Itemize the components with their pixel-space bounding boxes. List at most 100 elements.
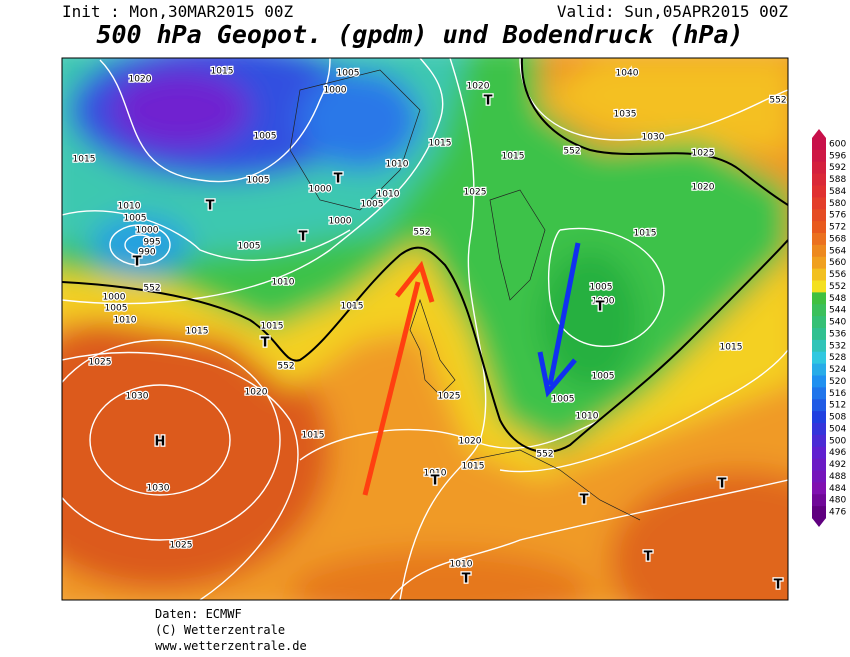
- legend-label: 592: [829, 163, 846, 173]
- legend-label: 548: [829, 294, 846, 304]
- legend-label: 560: [829, 258, 846, 268]
- isobar-label: 1030: [147, 484, 170, 494]
- legend-swatch: [812, 256, 826, 270]
- isobar-label: 1020: [459, 437, 482, 447]
- isobar-label: 1020: [692, 183, 715, 193]
- trend-arrows: [362, 242, 581, 496]
- isobar-label: 1005: [590, 283, 613, 293]
- isobar-label: 1005: [254, 132, 277, 142]
- legend-swatch: [812, 506, 826, 519]
- isobar-label: 1015: [720, 343, 743, 353]
- isobar-label: 1000: [136, 226, 159, 236]
- isobar-label: 1000: [324, 86, 347, 96]
- isobar-label: 552: [277, 362, 294, 372]
- isobar-label: 1005: [124, 214, 147, 224]
- isobar-label: 1030: [642, 133, 665, 143]
- legend-label: 504: [829, 424, 846, 434]
- isobar-label: 1010: [114, 316, 137, 326]
- isobar-label: 1005: [105, 304, 128, 314]
- legend-label: 600: [829, 139, 846, 149]
- isobar-label: 1020: [467, 82, 490, 92]
- isobar-label: 1000: [309, 185, 332, 195]
- isobar-label: 552: [769, 96, 786, 106]
- pressure-center-label: H: [155, 435, 166, 450]
- legend-swatch: [812, 197, 826, 210]
- isobar-label: 1010: [118, 202, 141, 212]
- footer-line: (C) Wetterzentrale: [155, 623, 285, 637]
- isobar-label: 1010: [424, 469, 447, 479]
- isobar-label: 995: [143, 238, 160, 248]
- isobar-label: 1015: [211, 67, 234, 77]
- isobar-label: 1015: [502, 152, 525, 162]
- pressure-center-label: T: [580, 493, 589, 508]
- isobar-label: 1015: [73, 155, 96, 165]
- legend-swatch: [812, 446, 826, 460]
- legend-label: 576: [829, 211, 846, 221]
- legend-swatch: [812, 482, 826, 495]
- isobars: [62, 58, 788, 600]
- legend-swatch: [812, 233, 826, 246]
- isobar-label: 1000: [103, 293, 126, 303]
- legend-swatch: [812, 292, 826, 305]
- isobar-label: 1005: [247, 176, 270, 186]
- legend-swatch: [812, 363, 826, 376]
- legend-label: 476: [829, 508, 846, 518]
- isobar-label: 1010: [272, 278, 295, 288]
- legend-label: 524: [829, 365, 846, 375]
- pressure-center-label: T: [718, 477, 727, 492]
- isobar-label: 1010: [450, 560, 473, 570]
- isobar-label: 1005: [592, 372, 615, 382]
- pressure-center-label: T: [644, 550, 653, 565]
- isobar-label: 1010: [386, 160, 409, 170]
- isobar-label: 1015: [186, 327, 209, 337]
- legend-swatch: [812, 375, 826, 388]
- isobar-label: 1025: [170, 541, 193, 551]
- isobar-label: 1025: [464, 188, 487, 198]
- isobar-label: 552: [536, 450, 553, 460]
- legend-label: 540: [829, 318, 846, 328]
- legend-swatch: [812, 185, 826, 198]
- isobar-label: 552: [413, 228, 430, 238]
- isobar-label: 1025: [692, 149, 715, 159]
- legend-top-arrow: [812, 129, 826, 138]
- isobar-label: 1005: [361, 200, 384, 210]
- legend-swatch: [812, 423, 826, 436]
- legend-label: 536: [829, 329, 846, 339]
- isobar-label: 552: [563, 147, 580, 157]
- legend-label: 584: [829, 187, 846, 197]
- legend-label: 544: [829, 306, 846, 316]
- map-frame: [61, 57, 789, 601]
- legend-swatch: [812, 138, 826, 151]
- legend-label: 500: [829, 436, 846, 446]
- legend-label: 492: [829, 460, 846, 470]
- legend-swatch: [812, 280, 826, 293]
- pressure-center-label: T: [334, 172, 343, 187]
- legend-label: 516: [829, 389, 846, 399]
- init-time: Init : Mon,30MAR2015 00Z: [62, 2, 294, 21]
- legend-swatch: [812, 209, 826, 222]
- pressure-center-label: T: [431, 474, 440, 489]
- isobar-label: 1020: [129, 75, 152, 85]
- red-arrow-head: [395, 260, 435, 303]
- isobar-label: 1040: [616, 69, 639, 79]
- isoline-552: [62, 239, 788, 453]
- legend-label: 520: [829, 377, 846, 387]
- legend-swatch: [812, 339, 826, 353]
- pressure-center-label: T: [596, 300, 605, 315]
- isobar-label: 1030: [126, 392, 149, 402]
- legend-swatch: [812, 161, 826, 175]
- legend-swatch: [812, 221, 826, 234]
- isobar-label: 1015: [462, 462, 485, 472]
- isobar-label: 1015: [341, 302, 364, 312]
- legend-label: 528: [829, 353, 846, 363]
- legend-label: 532: [829, 341, 846, 351]
- pressure-center-label: T: [299, 230, 308, 245]
- pressure-center-label: T: [133, 255, 142, 270]
- legend-swatch: [812, 268, 826, 281]
- legend-label: 508: [829, 413, 846, 423]
- pressure-center-label: T: [774, 578, 783, 593]
- isobar-label: 1005: [238, 242, 261, 252]
